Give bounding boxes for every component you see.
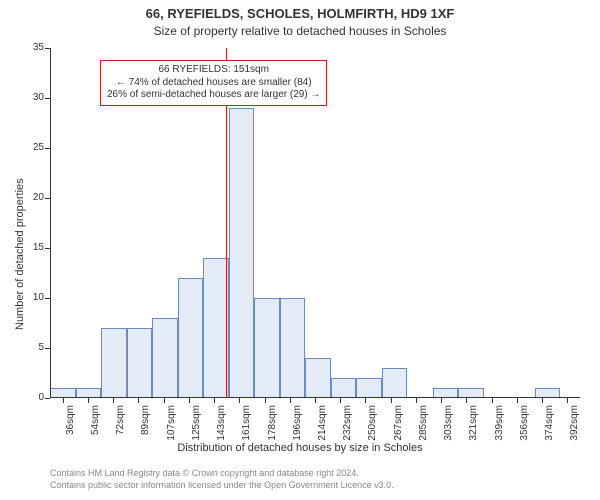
x-tick-mark bbox=[315, 398, 316, 403]
x-tick-mark bbox=[416, 398, 417, 403]
histogram-bar bbox=[356, 378, 382, 398]
y-axis-line bbox=[50, 48, 51, 398]
callout-line-3: 26% of semi-detached houses are larger (… bbox=[107, 89, 320, 102]
y-tick-mark bbox=[45, 348, 50, 349]
y-tick-label: 5 bbox=[20, 342, 44, 353]
y-tick-mark bbox=[45, 398, 50, 399]
histogram-bar bbox=[152, 318, 178, 398]
x-tick-mark bbox=[138, 398, 139, 403]
x-tick-mark bbox=[340, 398, 341, 403]
x-tick-mark bbox=[492, 398, 493, 403]
x-tick-mark bbox=[290, 398, 291, 403]
reference-callout: 66 RYEFIELDS: 151sqm ← 74% of detached h… bbox=[100, 60, 327, 106]
x-tick-mark bbox=[441, 398, 442, 403]
x-tick-mark bbox=[542, 398, 543, 403]
y-tick-mark bbox=[45, 198, 50, 199]
histogram-bar bbox=[127, 328, 153, 398]
x-tick-mark bbox=[466, 398, 467, 403]
x-tick-mark bbox=[391, 398, 392, 403]
callout-line-2: ← 74% of detached houses are smaller (84… bbox=[107, 77, 320, 90]
histogram-bar bbox=[382, 368, 408, 398]
callout-line-1: 66 RYEFIELDS: 151sqm bbox=[107, 64, 320, 77]
x-tick-mark bbox=[567, 398, 568, 403]
histogram-bar bbox=[229, 108, 255, 398]
attribution-line-2: Contains public sector information licen… bbox=[50, 480, 394, 492]
x-tick-mark bbox=[365, 398, 366, 403]
histogram-bar bbox=[101, 328, 127, 398]
y-tick-label: 25 bbox=[20, 142, 44, 153]
y-tick-label: 30 bbox=[20, 92, 44, 103]
y-tick-mark bbox=[45, 48, 50, 49]
y-tick-label: 0 bbox=[20, 392, 44, 403]
attribution-text: Contains HM Land Registry data © Crown c… bbox=[50, 468, 394, 491]
y-tick-mark bbox=[45, 248, 50, 249]
y-tick-label: 35 bbox=[20, 42, 44, 53]
y-tick-label: 10 bbox=[20, 292, 44, 303]
y-tick-mark bbox=[45, 98, 50, 99]
chart-subtitle: Size of property relative to detached ho… bbox=[0, 24, 600, 38]
histogram-bar bbox=[280, 298, 306, 398]
x-axis-label: Distribution of detached houses by size … bbox=[0, 442, 600, 454]
y-tick-mark bbox=[45, 298, 50, 299]
x-tick-mark bbox=[63, 398, 64, 403]
x-tick-mark bbox=[113, 398, 114, 403]
y-tick-label: 15 bbox=[20, 242, 44, 253]
x-tick-mark bbox=[164, 398, 165, 403]
attribution-line-1: Contains HM Land Registry data © Crown c… bbox=[50, 468, 394, 480]
y-tick-label: 20 bbox=[20, 192, 44, 203]
x-tick-mark bbox=[88, 398, 89, 403]
x-tick-mark bbox=[214, 398, 215, 403]
histogram-bar bbox=[254, 298, 280, 398]
histogram-bar bbox=[203, 258, 229, 398]
x-tick-mark bbox=[517, 398, 518, 403]
x-tick-mark bbox=[265, 398, 266, 403]
page-title: 66, RYEFIELDS, SCHOLES, HOLMFIRTH, HD9 1… bbox=[0, 6, 600, 21]
x-tick-mark bbox=[239, 398, 240, 403]
x-tick-mark bbox=[189, 398, 190, 403]
y-tick-mark bbox=[45, 148, 50, 149]
histogram-bar bbox=[331, 378, 357, 398]
histogram-bar bbox=[305, 358, 331, 398]
histogram-bar bbox=[178, 278, 204, 398]
